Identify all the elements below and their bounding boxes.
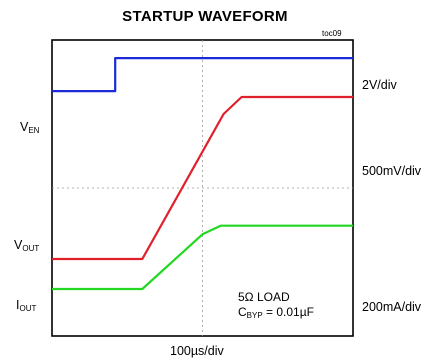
load-note: 5Ω LOAD	[238, 290, 290, 304]
iout-label: IOUT	[16, 298, 36, 313]
vout-label-main: V	[14, 238, 23, 252]
iout-trace	[52, 224, 353, 291]
vout-scale-label: 500mV/div	[362, 164, 422, 178]
ven-label: VEN	[20, 120, 39, 135]
ven-label-main: V	[20, 120, 29, 134]
cbyp-main: C	[238, 305, 247, 319]
vout-label: VOUT	[14, 238, 39, 253]
x-axis-scale-label: 100µs/div	[170, 344, 224, 358]
chart-title: STARTUP WAVEFORM	[122, 8, 288, 25]
ven-trace	[52, 56, 353, 93]
iout-label-sub: OUT	[19, 304, 37, 313]
iout-label-main: I	[16, 298, 20, 312]
iout-scale-label: 200mA/div	[362, 300, 422, 314]
vout-trace	[52, 95, 353, 261]
ven-label-sub: EN	[28, 126, 40, 135]
cbyp-sub: BYP	[246, 311, 263, 320]
cbyp-note: CBYP = 0.01µF	[238, 305, 314, 320]
vout-label-sub: OUT	[22, 244, 40, 253]
cbyp-value: = 0.01µF	[262, 305, 314, 319]
figure-tag: toc09	[322, 29, 342, 38]
ven-scale-label: 2V/div	[362, 78, 397, 92]
